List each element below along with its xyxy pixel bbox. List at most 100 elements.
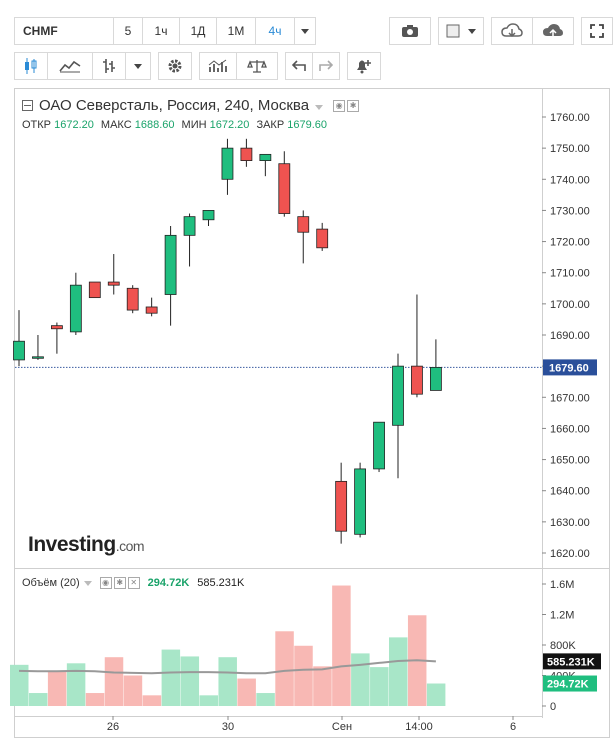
interval-5-button[interactable]: 5	[113, 17, 143, 45]
collapse-icon[interactable]	[22, 100, 33, 111]
candle-body[interactable]	[164, 234, 177, 295]
candle-body[interactable]	[32, 356, 44, 359]
volume-bar[interactable]	[370, 667, 389, 706]
redo-button[interactable]	[312, 52, 340, 80]
open-value: 1672.20	[54, 119, 94, 131]
volume-bar[interactable]	[180, 656, 200, 706]
price-tick-label: 1740.00	[550, 174, 590, 186]
volume-bar[interactable]	[104, 657, 124, 706]
candle-body[interactable]	[183, 216, 196, 236]
drawing-toolbar	[14, 52, 388, 82]
candle-body[interactable]	[278, 163, 291, 214]
close-icon[interactable]: ✕	[127, 577, 140, 589]
volume-ma-badge	[543, 653, 601, 670]
volume-bar[interactable]	[332, 585, 351, 706]
last-price-label: 1679.60	[549, 362, 589, 374]
volume-bar[interactable]	[199, 695, 219, 706]
gear-icon[interactable]: ✱	[347, 99, 360, 112]
time-tick-label: 14:00	[405, 721, 433, 733]
volume-bar[interactable]	[389, 637, 408, 706]
alert-button[interactable]	[347, 52, 381, 80]
volume-bar[interactable]	[351, 653, 370, 706]
interval-dropdown-button[interactable]	[294, 17, 316, 45]
time-tick-label: Сен	[332, 721, 352, 733]
volume-bar[interactable]	[47, 670, 67, 706]
settings-button[interactable]	[158, 52, 192, 80]
candle-body[interactable]	[202, 210, 215, 221]
undo-button[interactable]	[285, 52, 313, 80]
candle-body[interactable]	[145, 306, 158, 314]
symbol-input[interactable]: CHMF	[14, 17, 114, 45]
volume-legend: Объём (20) ◉ ✱ ✕ 294.72K 585.231K	[22, 577, 244, 589]
volume-bar[interactable]	[294, 645, 313, 706]
candle-body[interactable]	[88, 281, 101, 299]
price-tick-label: 1660.00	[550, 423, 590, 435]
volume-bar[interactable]	[218, 657, 237, 706]
candle-body[interactable]	[13, 340, 25, 361]
candle-body[interactable]	[240, 147, 253, 161]
volume-bar[interactable]	[66, 663, 86, 706]
candle-body[interactable]	[392, 365, 404, 426]
volume-ma-line	[18, 659, 436, 675]
interval-4h-button[interactable]: 4ч	[255, 17, 295, 45]
close-label: ЗАКР	[256, 119, 285, 131]
volume-badge	[543, 675, 597, 692]
candle-body[interactable]	[107, 281, 120, 286]
cloud-download-button[interactable]	[491, 17, 533, 45]
candle-body[interactable]	[69, 284, 82, 333]
high-label: МАКС	[100, 119, 132, 131]
volume-bar[interactable]	[85, 693, 105, 706]
gear-icon[interactable]: ✱	[113, 577, 126, 589]
chevron-down-icon[interactable]	[83, 577, 92, 589]
candle-body[interactable]	[51, 325, 63, 330]
studies-button[interactable]	[199, 52, 237, 80]
chart-type-dropdown[interactable]	[125, 52, 151, 80]
eye-icon[interactable]: ◉	[333, 99, 346, 112]
price-tick-label: 1670.00	[550, 392, 590, 404]
volume-bar[interactable]	[10, 664, 29, 706]
chevron-down-icon[interactable]	[315, 97, 324, 114]
volume-bar[interactable]	[123, 675, 143, 707]
volume-bar[interactable]	[237, 678, 256, 706]
square-dropdown-icon	[446, 24, 476, 38]
bar-chart-icon	[208, 59, 227, 72]
indicator-button[interactable]	[47, 52, 93, 80]
logo-suffix: .com	[115, 538, 145, 554]
volume-ma-value: 585.231K	[197, 577, 245, 589]
volume-bar[interactable]	[142, 695, 162, 706]
camera-icon	[402, 25, 418, 37]
candle-body[interactable]	[316, 228, 329, 249]
candle-body[interactable]	[411, 365, 423, 395]
color-box-button[interactable]	[438, 17, 484, 45]
volume-bar[interactable]	[313, 666, 332, 706]
price-tick-label: 1630.00	[550, 517, 590, 529]
candle-body[interactable]	[297, 216, 310, 233]
price-tick-label: 1720.00	[550, 237, 590, 249]
redo-icon	[319, 60, 333, 71]
candle-body[interactable]	[259, 153, 272, 162]
volume-ma-badge-label: 585.231K	[547, 656, 595, 668]
interval-1h-button[interactable]: 1ч	[142, 17, 180, 45]
eye-icon[interactable]: ◉	[99, 577, 112, 589]
volume-bar[interactable]	[161, 649, 181, 706]
candle-body[interactable]	[354, 468, 367, 535]
candle-body[interactable]	[221, 147, 234, 180]
open-label: ОТКР	[22, 119, 52, 131]
compare-button[interactable]	[236, 52, 278, 80]
cloud-upload-button[interactable]	[532, 17, 574, 45]
candle-body[interactable]	[335, 480, 348, 532]
candle-body[interactable]	[373, 421, 385, 470]
candle-body[interactable]	[429, 366, 442, 391]
volume-bar[interactable]	[28, 693, 48, 706]
fullscreen-button[interactable]	[581, 17, 613, 45]
volume-tick-label: 1.6M	[550, 579, 574, 591]
volume-bar[interactable]	[256, 693, 275, 706]
volume-bar[interactable]	[275, 631, 294, 706]
volume-bar[interactable]	[426, 683, 446, 706]
cloud-upload-icon	[543, 24, 563, 37]
ohlc-readout: ОТКР 1672.20 МАКС 1688.60 МИН 1672.20 ЗА…	[22, 119, 331, 131]
camera-button[interactable]	[389, 17, 431, 45]
volume-label: Объём (20)	[22, 577, 80, 589]
candle-body[interactable]	[126, 287, 139, 311]
